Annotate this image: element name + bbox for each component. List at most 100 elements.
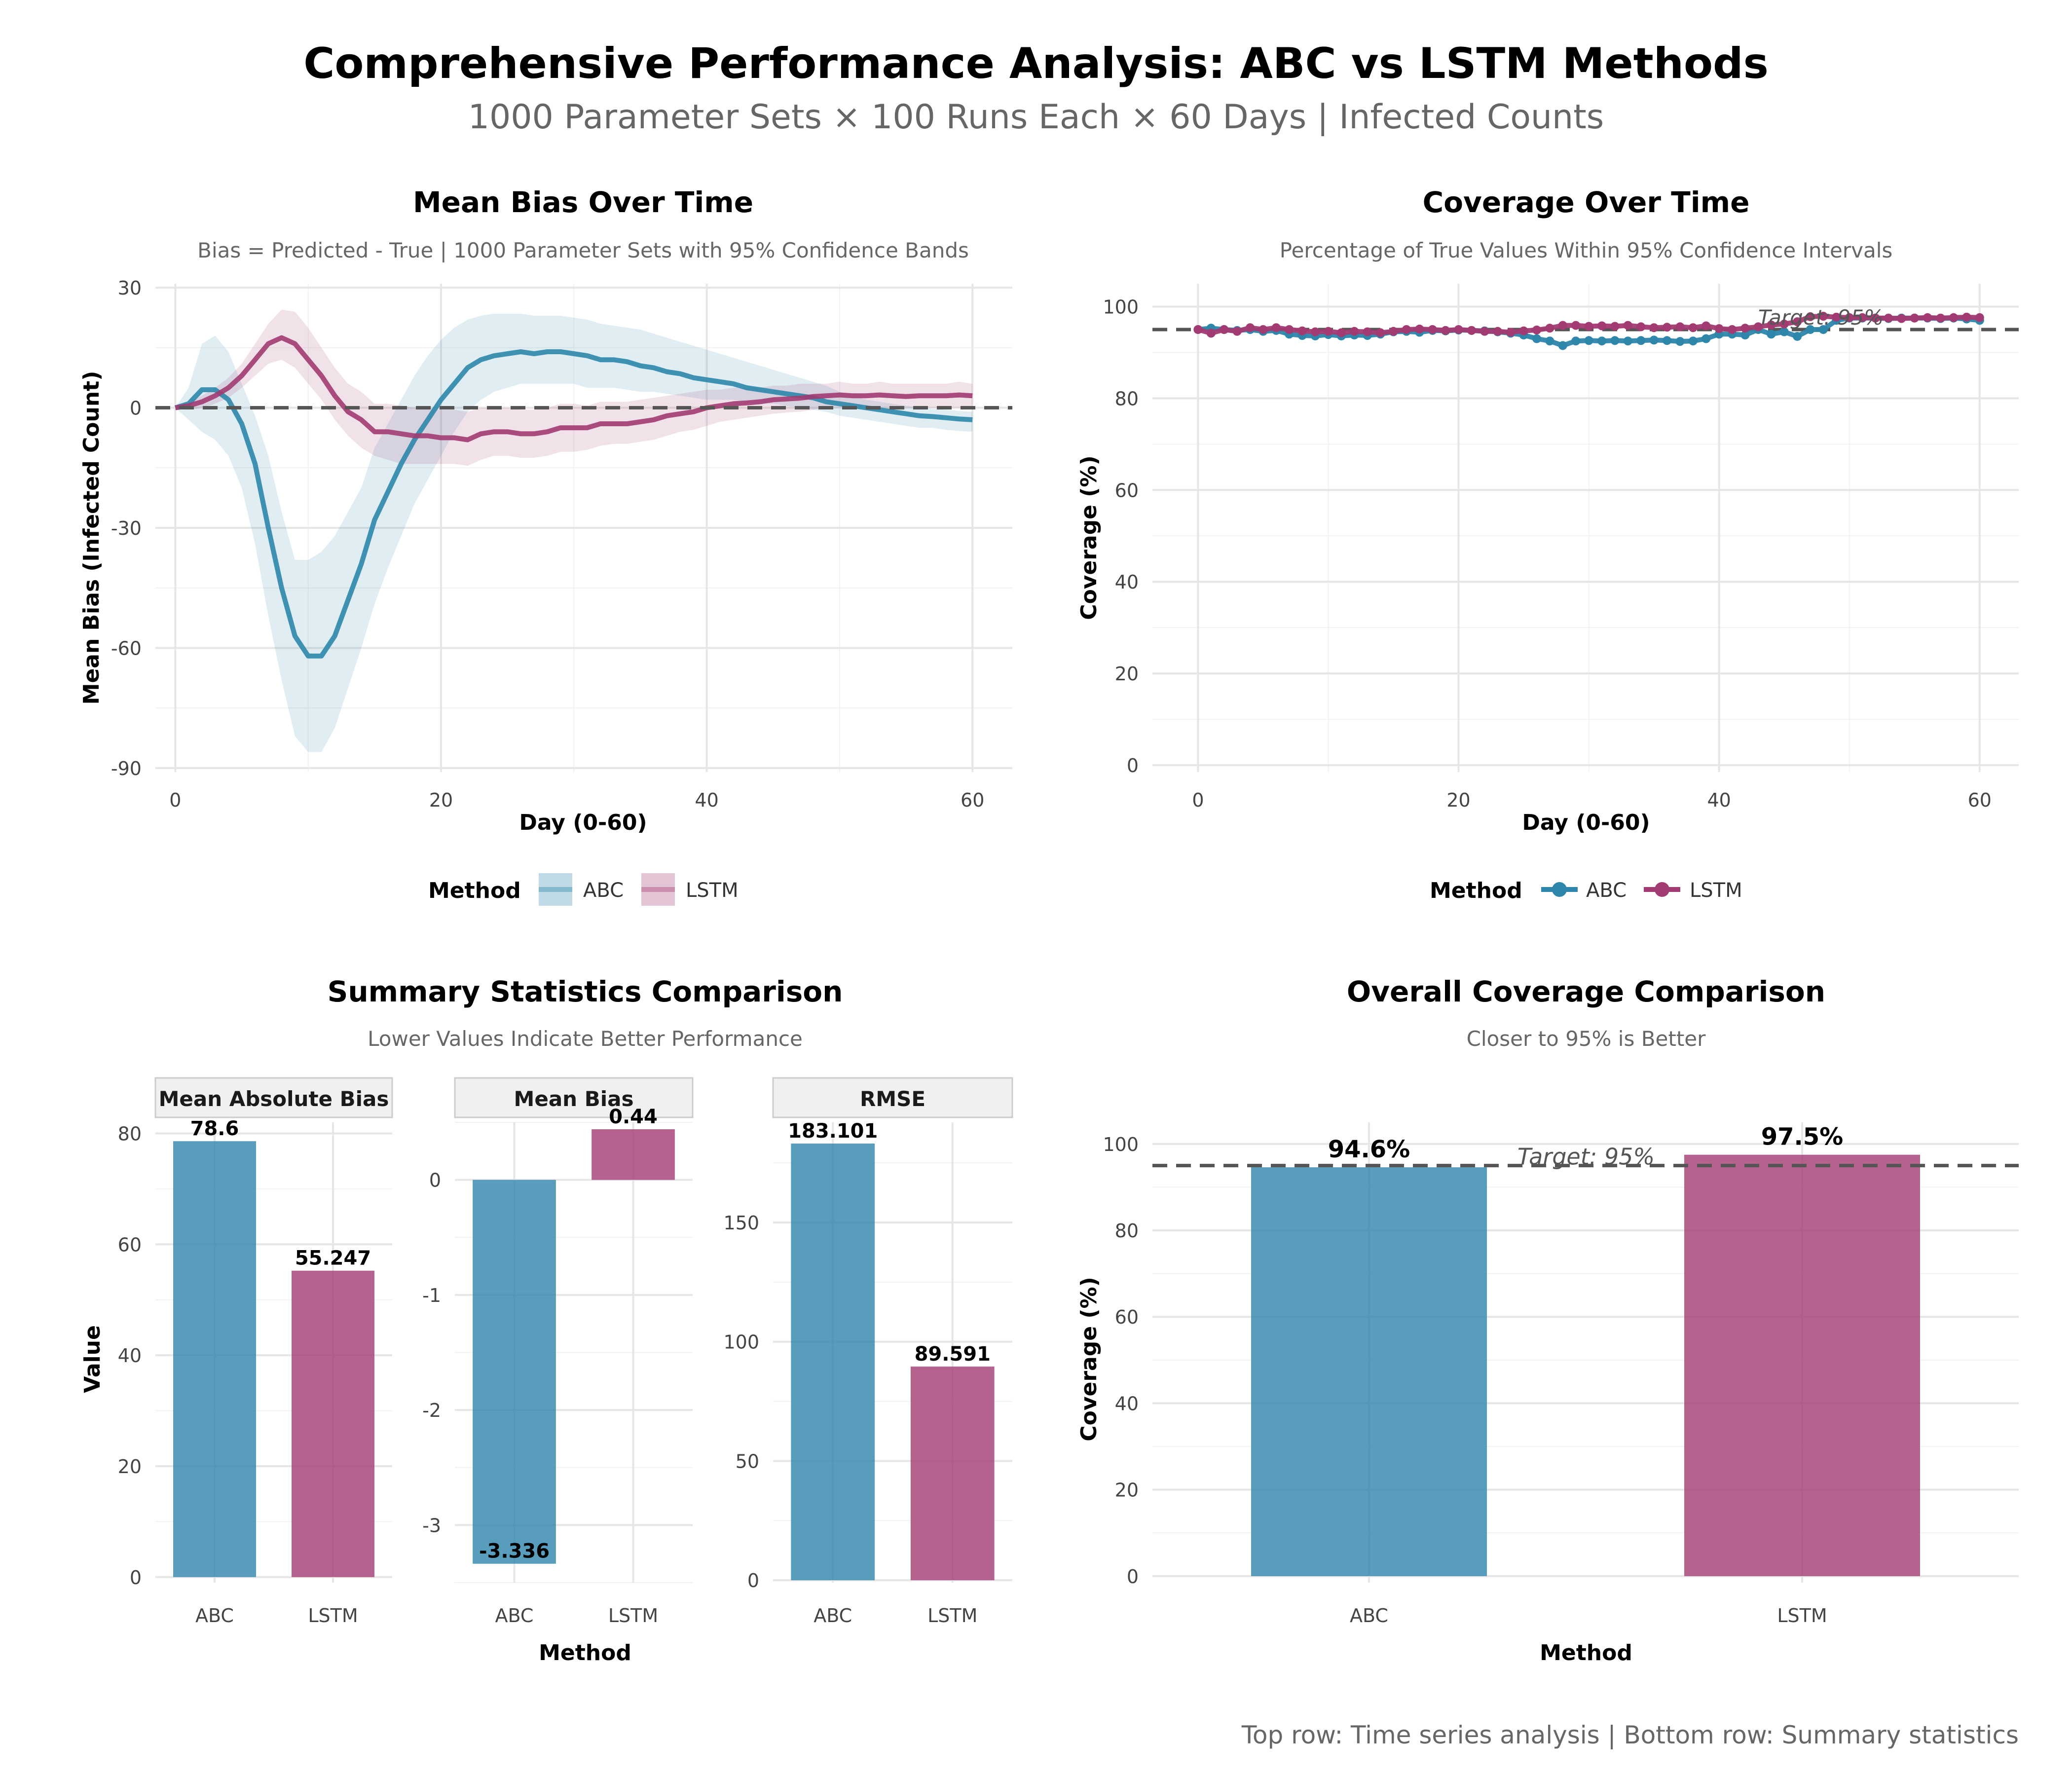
data-point-lstm [1649, 323, 1659, 333]
data-point-lstm [1206, 329, 1216, 338]
bar-lstm [592, 1129, 675, 1180]
legend-label-lstm: LSTM [686, 879, 739, 902]
x-tick-label: ABC [195, 1605, 234, 1627]
series-line-lstm [175, 335, 973, 443]
x-tick-label: LSTM [308, 1605, 358, 1627]
data-point-abc [1597, 336, 1607, 346]
data-point-lstm [1623, 321, 1632, 330]
data-label: 94.6% [1328, 1136, 1410, 1163]
data-point-lstm [1936, 313, 1945, 323]
data-label: 55.247 [295, 1247, 371, 1270]
data-point-lstm [1675, 322, 1685, 332]
data-label: 183.101 [788, 1120, 878, 1143]
y-tick-label: 0 [429, 1170, 441, 1191]
data-point-lstm [1454, 325, 1463, 334]
y-tick-label: -1 [422, 1285, 441, 1306]
y-axis-label: Mean Bias (Infected Count) [79, 371, 104, 705]
data-point-lstm [1767, 320, 1776, 330]
data-point-abc [1558, 341, 1567, 350]
data-point-lstm [1271, 323, 1281, 333]
facet-rmse: RMSE 0 50 100 150 ABC LSTM 183.101 89.591 [723, 1077, 1013, 1627]
x-axis-label: Method [539, 1640, 631, 1665]
x-tick-label: LSTM [608, 1605, 658, 1627]
data-point-lstm [1532, 325, 1541, 334]
panel-coverage-over-time: Coverage Over Time Percentage of True Va… [1076, 185, 2019, 903]
data-point-lstm [1610, 322, 1620, 331]
panel-title: Overall Coverage Comparison [1347, 975, 1825, 1008]
data-point-lstm [1845, 313, 1854, 322]
legend-key-lstm [1644, 882, 1680, 897]
facet-strip [454, 1077, 694, 1118]
data-point-lstm [1688, 323, 1698, 333]
legend-label-abc: ABC [1586, 879, 1627, 902]
data-point-lstm [1597, 321, 1607, 331]
bar-abc [473, 1180, 556, 1564]
y-tick-label: 80 [1115, 388, 1139, 409]
x-tick-label: 20 [1446, 789, 1470, 811]
data-point-lstm [1753, 322, 1763, 332]
data-point-lstm [1297, 326, 1307, 335]
panel-title: Summary Statistics Comparison [328, 975, 843, 1008]
data-point-abc [1818, 325, 1828, 334]
data-point-lstm [1285, 325, 1294, 334]
y-tick-label: 60 [1115, 1306, 1139, 1328]
data-point-lstm [1728, 325, 1737, 334]
data-point-lstm [1558, 321, 1567, 330]
data-point-lstm [1415, 325, 1424, 334]
data-point-abc [1636, 336, 1646, 345]
data-point-lstm [1350, 327, 1359, 336]
y-tick-label: 20 [1115, 1480, 1139, 1501]
data-label: 97.5% [1761, 1123, 1844, 1151]
bar-lstm [292, 1270, 374, 1577]
y-tick-label: 60 [1115, 480, 1139, 501]
data-point-lstm [1871, 313, 1880, 323]
data-point-lstm [1779, 319, 1789, 329]
facet-strip [772, 1077, 1013, 1118]
panel-mean-bias: Mean Bias Over Time Bias = Predicted - T… [79, 185, 1012, 906]
facet-strip-label: Mean Absolute Bias [159, 1087, 389, 1111]
reference-label: Target: 95% [1517, 1144, 1655, 1170]
bias-legend: Method ABC LSTM [428, 873, 739, 906]
y-tick-label: 40 [1115, 1393, 1139, 1414]
legend-key-lstm [641, 873, 675, 906]
y-tick-label: 20 [118, 1456, 142, 1478]
y-tick-label: 0 [130, 1567, 142, 1589]
data-point-lstm [1441, 326, 1450, 335]
coverage-grid [1152, 284, 2019, 772]
facet-strip [154, 1077, 393, 1118]
data-point-lstm [1336, 328, 1346, 337]
y-tick-label: -90 [111, 758, 142, 779]
legend-title: Method [1430, 878, 1522, 903]
data-point-lstm [1506, 328, 1516, 337]
data-point-lstm [1545, 324, 1554, 333]
data-label: 0.44 [609, 1106, 658, 1128]
data-point-abc [1610, 336, 1620, 345]
x-tick-label: 0 [169, 789, 181, 811]
x-tick-label: ABC [814, 1605, 852, 1627]
data-point-lstm [1832, 312, 1841, 322]
panel-overall-coverage: Overall Coverage Comparison Closer to 95… [1076, 975, 2019, 1665]
bar-abc [1251, 1167, 1487, 1576]
x-axis-label: Day (0-60) [1522, 810, 1650, 835]
data-point-abc [1779, 327, 1789, 336]
y-tick-label: 0 [1127, 1566, 1139, 1588]
overall-plot: 0 20 40 60 80 100 ABC LSTM Target: 95% 94.6% 97.5% [1103, 1122, 2019, 1627]
data-point-lstm [1949, 313, 1958, 322]
y-tick-label: 80 [118, 1123, 142, 1145]
x-tick-label: 40 [1707, 789, 1731, 811]
facet-strip-label: Mean Bias [514, 1087, 634, 1111]
figure-title: Comprehensive Performance Analysis: ABC … [303, 39, 1769, 88]
legend-label-abc: ABC [583, 879, 624, 902]
data-point-lstm [1884, 313, 1893, 323]
x-axis-label: Day (0-60) [519, 810, 647, 835]
legend-label-lstm: LSTM [1690, 879, 1742, 902]
facet-mean-absolute-bias: Mean Absolute Bias 0 20 40 60 80 ABC LSTM 78.6 55… [118, 1077, 393, 1627]
data-point-lstm [1663, 323, 1672, 332]
bar-abc [173, 1141, 256, 1577]
x-tick-label: 40 [695, 789, 718, 811]
legend-key-abc [539, 873, 572, 906]
y-tick-label: -30 [111, 518, 142, 539]
data-point-abc [1584, 336, 1593, 345]
y-tick-label: 100 [1103, 296, 1139, 318]
y-tick-label: -2 [422, 1400, 441, 1421]
